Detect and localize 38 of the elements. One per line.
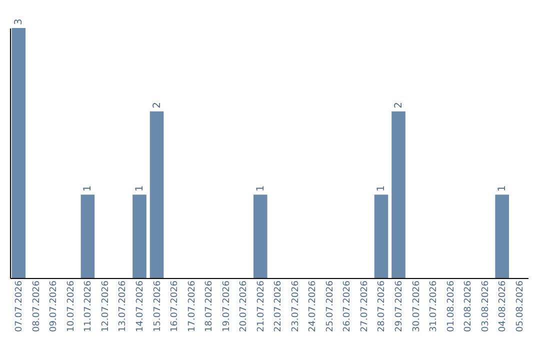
x-tick-label: 17.07.2026: [187, 280, 198, 332]
x-tick-label: 10.07.2026: [66, 280, 76, 332]
data-label: 1: [255, 185, 266, 192]
x-tick-label: 30.07.2026: [412, 280, 422, 332]
data-label: 2: [152, 102, 163, 108]
x-tick-label: 31.07.2026: [429, 280, 440, 332]
x-tick-label: 07.07.2026: [14, 280, 25, 332]
x-tick-label: 29.07.2026: [394, 280, 404, 332]
x-tick-label: 12.07.2026: [100, 280, 111, 332]
x-tick-label: 15.07.2026: [152, 280, 163, 332]
x-tick-label: 03.08.2026: [480, 280, 491, 332]
x-tick-label: 20.07.2026: [239, 280, 250, 332]
x-tick-label: 28.07.2026: [377, 280, 388, 332]
data-label: 2: [394, 102, 404, 108]
data-label: 1: [82, 185, 94, 192]
x-tick-label: 25.07.2026: [325, 280, 336, 332]
x-tick-label: 22.07.2026: [274, 280, 284, 332]
x-tick-label: 27.07.2026: [360, 280, 370, 332]
x-tick-label: 02.08.2026: [464, 280, 474, 332]
x-tick-label: 21.07.2026: [256, 280, 266, 332]
x-tick-label: 23.07.2026: [290, 280, 301, 332]
x-tick-label: 19.07.2026: [222, 280, 232, 332]
x-tick-label: 18.07.2026: [204, 280, 215, 332]
x-tick-label: 26.07.2026: [342, 280, 353, 332]
x-tick-label: 14.07.2026: [136, 280, 146, 332]
x-tick-label: 13.07.2026: [118, 280, 128, 332]
x-tick-label: 11.07.2026: [84, 280, 94, 332]
data-label: 1: [497, 185, 508, 192]
x-tick-label: 05.08.2026: [515, 280, 526, 332]
x-tick-label: 04.08.2026: [498, 280, 508, 332]
x-tick-label: 16.07.2026: [170, 280, 180, 332]
x-tick-label: 24.07.2026: [308, 280, 318, 332]
data-label: 3: [14, 18, 25, 25]
data-label: 1: [134, 185, 146, 192]
x-tick-label: 09.07.2026: [49, 280, 60, 332]
x-tick-label: 08.07.2026: [32, 280, 42, 332]
x-tick-label: 01.08.2026: [446, 280, 456, 332]
data-label: 1: [376, 185, 388, 192]
